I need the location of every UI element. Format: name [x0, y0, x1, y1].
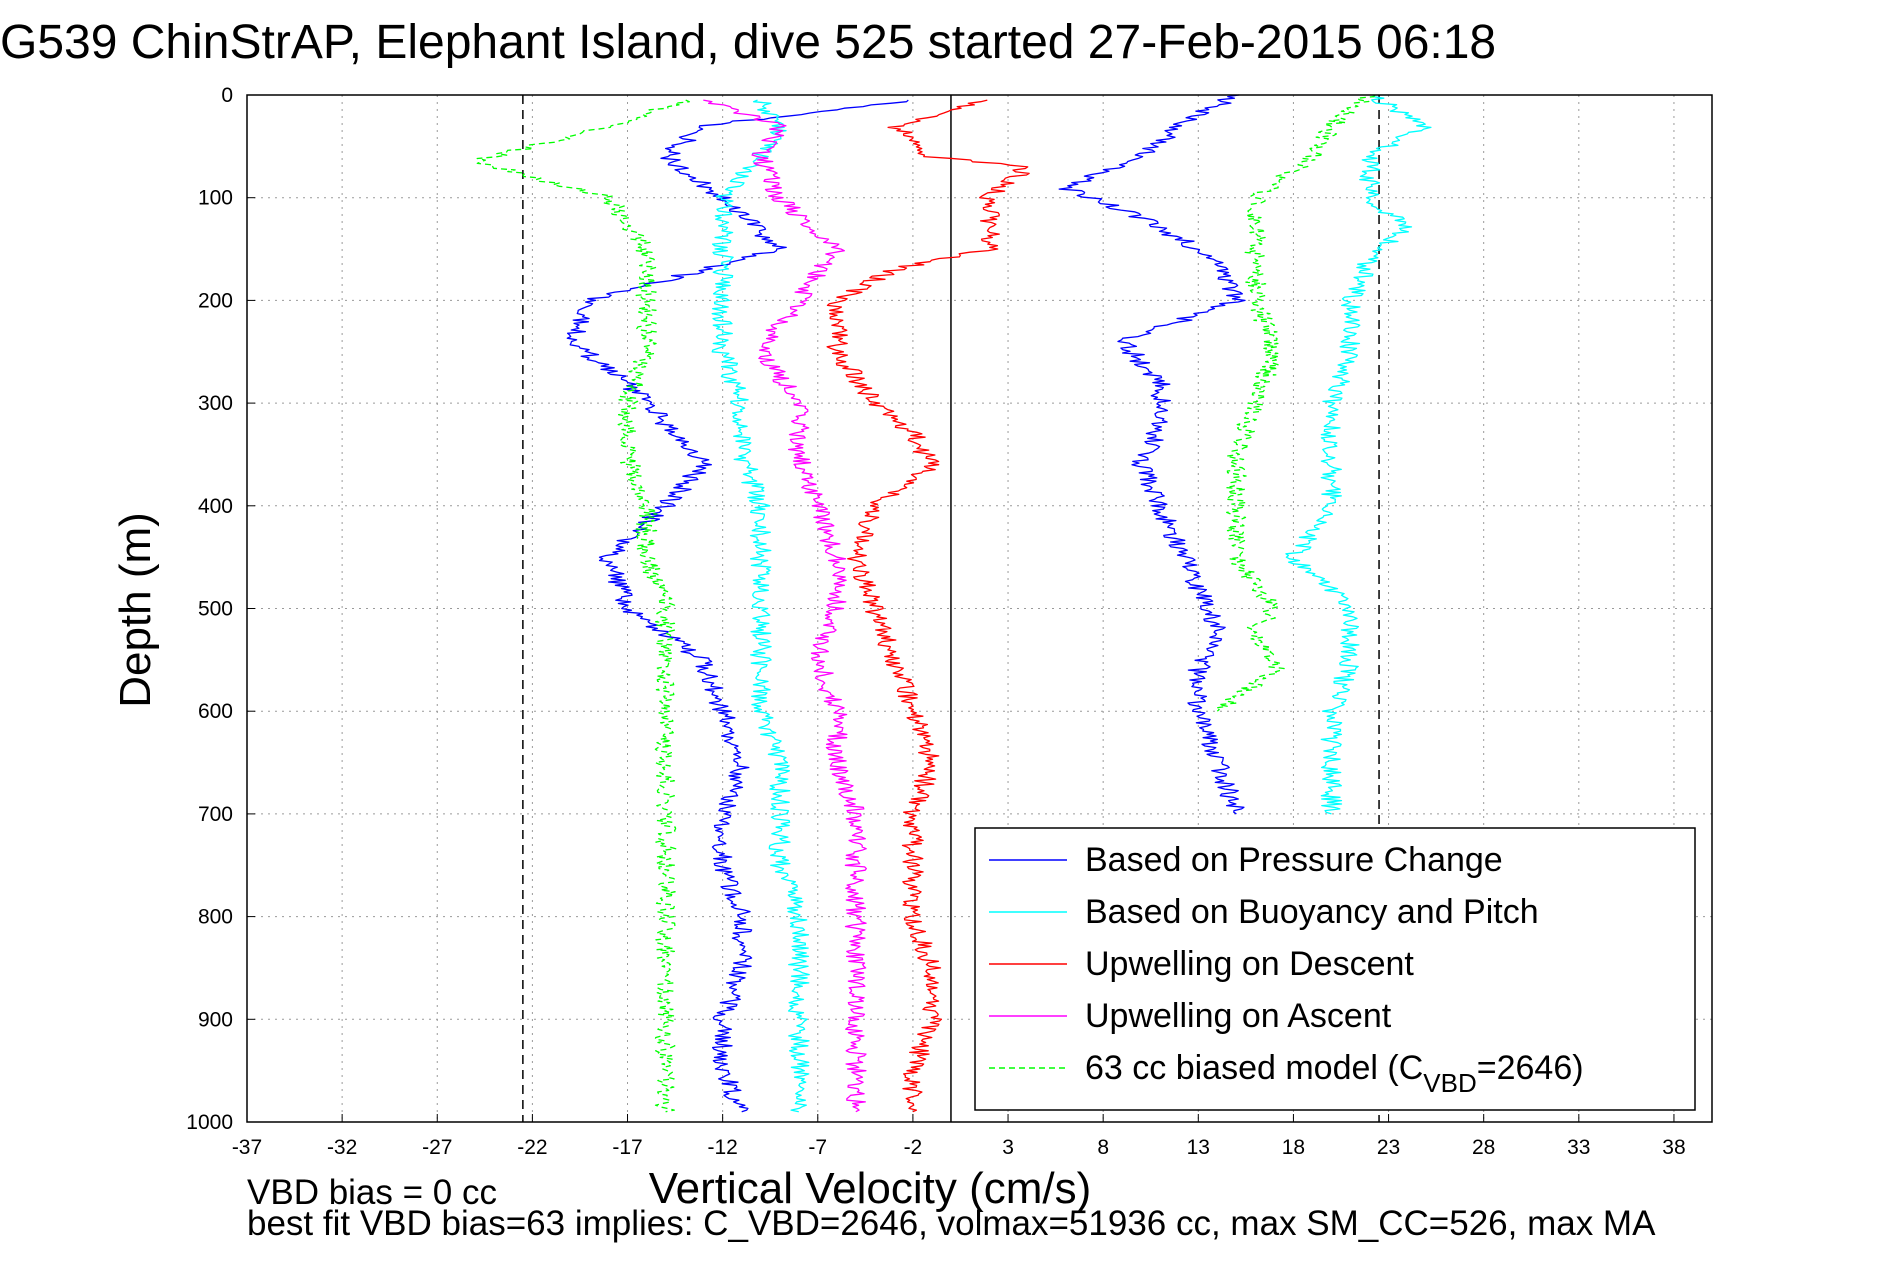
y-tick-label: 300 — [198, 392, 233, 415]
x-tick-label: -7 — [808, 1136, 827, 1159]
x-axis-ticks: -37 -32 -27 -22 -17 -12 -7 -2 3 8 13 18 23 28 33 38 — [232, 1114, 1686, 1159]
x-tick-label: 13 — [1187, 1136, 1210, 1159]
x-tick-label: 28 — [1472, 1136, 1495, 1159]
legend: Based on Pressure Change Based on Buoyanc… — [974, 827, 1696, 1111]
best-fit-note: best fit VBD bias=63 implies: C_VBD=2646… — [247, 1204, 1656, 1243]
x-tick-label: 18 — [1282, 1136, 1305, 1159]
y-tick-label: 900 — [198, 1008, 233, 1031]
series-layer — [476, 94, 1432, 1113]
y-tick-label: 700 — [198, 803, 233, 826]
series-line — [703, 99, 867, 1113]
vbd-bias-note: VBD bias = 0 cc — [247, 1173, 497, 1212]
chart-title: G539 ChinStrAP, Elephant Island, dive 52… — [0, 16, 1496, 69]
x-tick-label: -37 — [232, 1136, 262, 1159]
y-tick-label: 1000 — [186, 1111, 233, 1134]
legend-box — [974, 827, 1696, 1111]
series-line — [711, 99, 810, 1113]
y-tick-label: 500 — [198, 598, 233, 621]
legend-label: Based on Buoyancy and Pitch — [1085, 893, 1539, 931]
y-tick-label: 600 — [198, 700, 233, 723]
legend-label: Upwelling on Ascent — [1085, 997, 1392, 1035]
y-tick-label: 800 — [198, 906, 233, 929]
y-axis-label: Depth (m) — [111, 512, 160, 708]
legend-label: Based on Pressure Change — [1085, 841, 1503, 879]
legend-label-tail: =2646) — [1477, 1049, 1584, 1087]
legend-label-subscript: VBD — [1423, 1068, 1476, 1098]
x-tick-label: 3 — [1002, 1136, 1014, 1159]
y-tick-label: 0 — [221, 84, 233, 107]
x-axis-label: Vertical Velocity (cm/s) — [649, 1164, 1092, 1213]
y-tick-label: 100 — [198, 187, 233, 210]
x-tick-label: 8 — [1097, 1136, 1109, 1159]
series-line — [1285, 94, 1432, 815]
series-line — [1215, 94, 1376, 712]
y-tick-label: 400 — [198, 495, 233, 518]
x-tick-label: -32 — [327, 1136, 357, 1159]
x-tick-label: -17 — [612, 1136, 642, 1159]
series-line — [826, 99, 1030, 1113]
legend-label: Upwelling on Descent — [1085, 945, 1414, 983]
y-axis-ticks: 0 100 200 300 400 500 600 700 800 900 1000 — [186, 84, 255, 1134]
x-tick-label: 23 — [1377, 1136, 1400, 1159]
series-line — [476, 99, 690, 1113]
y-tick-label: 200 — [198, 289, 233, 312]
series-line — [1058, 94, 1246, 815]
x-tick-label: -12 — [707, 1136, 737, 1159]
x-tick-label: -27 — [422, 1136, 452, 1159]
x-tick-label: -2 — [904, 1136, 923, 1159]
x-tick-label: 38 — [1662, 1136, 1685, 1159]
series-line — [566, 99, 909, 1113]
x-tick-label: -22 — [517, 1136, 547, 1159]
x-tick-label: 33 — [1567, 1136, 1590, 1159]
